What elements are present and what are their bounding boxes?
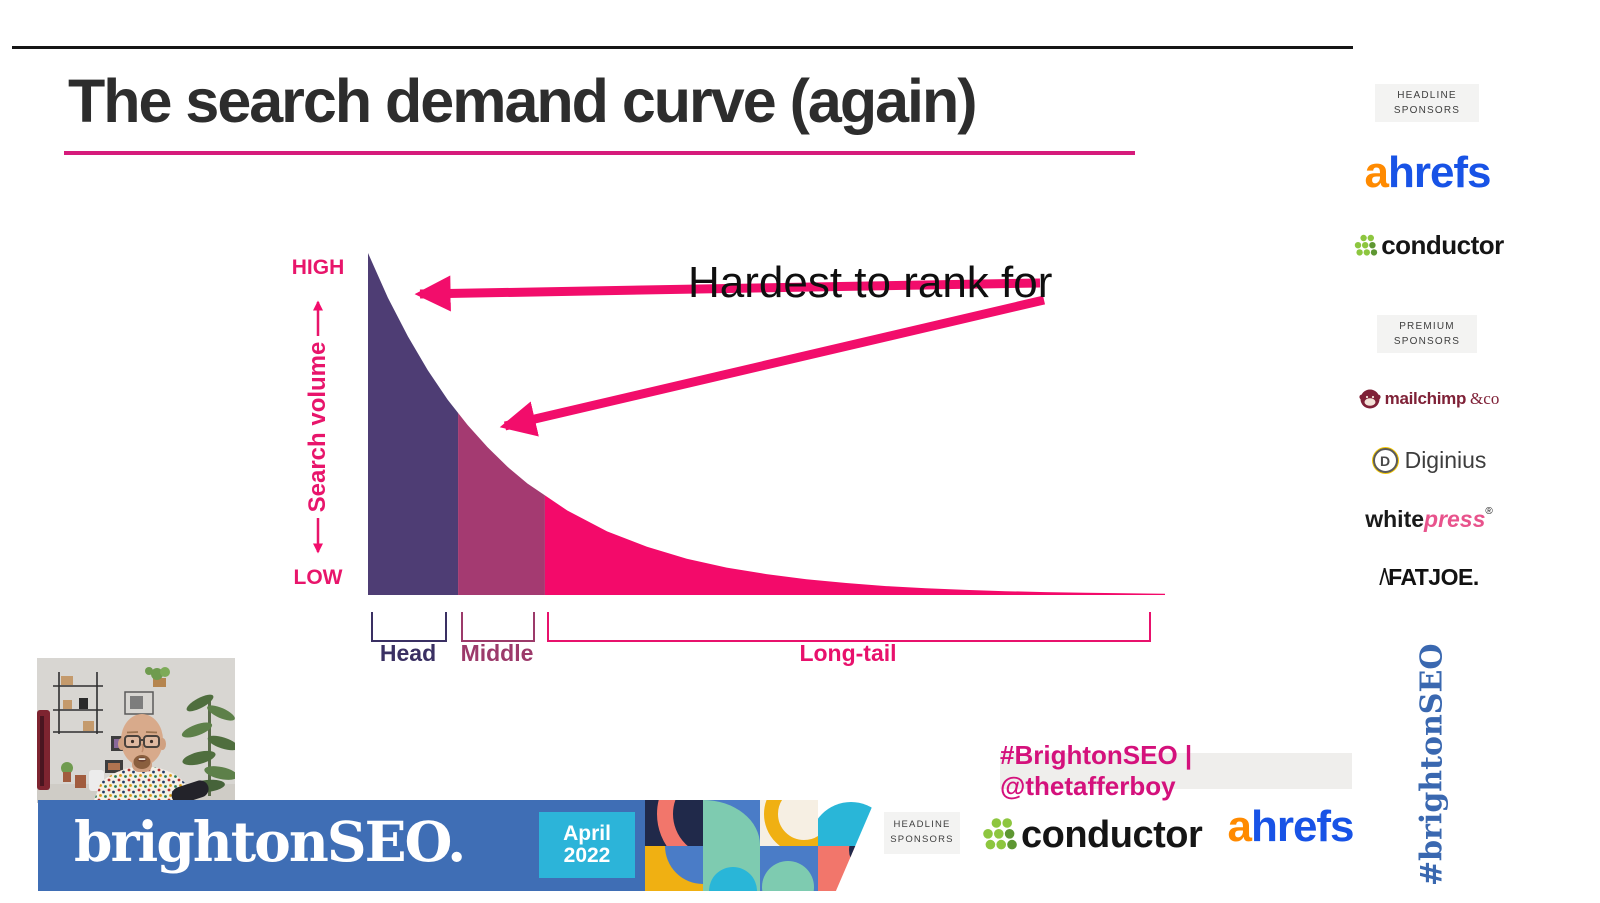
top-rule	[12, 46, 1353, 49]
fatjoe-logo: /\FATJOE.	[1350, 564, 1508, 591]
microphone	[171, 780, 209, 803]
segment-label-middle: Middle	[460, 640, 534, 666]
head-bracket	[371, 612, 447, 642]
whitepress-logo: whitepress®	[1350, 506, 1508, 533]
title-underline	[64, 151, 1135, 155]
pattern-tile	[817, 800, 875, 846]
slide-title: The search demand curve (again)	[68, 67, 978, 135]
conductor-dots-icon	[1354, 234, 1378, 256]
headline-sponsors-label: HEADLINE SPONSORS	[884, 812, 960, 854]
presenter	[93, 714, 191, 803]
ahrefs-wordmark-a: a	[1227, 802, 1252, 851]
ahrefs-wordmark-rest: hrefs	[1250, 802, 1355, 851]
pattern-tile	[760, 800, 818, 846]
segment-label-longtail: Long-tail	[799, 640, 897, 666]
mailchimp-wordmark: mailchimp	[1384, 389, 1467, 408]
y-axis-title: Search volume	[304, 341, 331, 513]
pattern-tile	[645, 845, 703, 891]
mailchimp-logo: mailchimp &co	[1350, 388, 1508, 410]
pattern-tile	[760, 845, 818, 891]
headline-sponsors-label: HEADLINE SPONSORS	[1375, 84, 1479, 122]
banner-geometric-pattern	[645, 800, 875, 891]
pattern-tile	[645, 800, 703, 846]
diginius-icon: D	[1371, 447, 1399, 474]
brightonseo-logo: brightonSEO.	[74, 809, 466, 874]
wall-shelf	[53, 672, 103, 734]
mailchimp-monkey-icon	[1359, 389, 1381, 409]
event-date-month: April	[563, 821, 611, 845]
conductor-wordmark: conductor	[1381, 230, 1504, 260]
conductor-logo: conductor	[1350, 230, 1508, 261]
ahrefs-wordmark-rest: hrefs	[1387, 148, 1492, 197]
event-date-badge: April 2022	[539, 812, 635, 878]
pattern-tile	[702, 800, 760, 846]
brightonseo-banner: brightonSEO. April 2022	[38, 800, 645, 891]
fatjoe-wordmark: FATJOE.	[1388, 564, 1479, 590]
segment-label-head: Head	[379, 640, 437, 666]
conductor-dots-icon	[983, 818, 1017, 850]
webcam-scene	[37, 658, 235, 803]
event-date-year: 2022	[563, 844, 611, 867]
registered-mark: ®	[1485, 506, 1493, 517]
ahrefs-wordmark-a: a	[1364, 148, 1389, 197]
pattern-tile	[702, 845, 760, 891]
conductor-wordmark: conductor	[1021, 813, 1203, 856]
annotation-text: Hardest to rank for	[688, 258, 1053, 307]
ahrefs-logo: ahrefs	[1218, 802, 1363, 852]
hashtag-badge: #BrightonSEO | @thetafferboy	[1000, 740, 1352, 801]
whitepress-wordmark-white: white	[1365, 506, 1425, 532]
pattern-tile	[817, 845, 875, 891]
diginius-letter: D	[1372, 448, 1398, 473]
premium-sponsors-label: PREMIUM SPONSORS	[1377, 315, 1477, 353]
hanging-plant	[145, 667, 170, 687]
longtail-bracket	[547, 612, 1151, 642]
conductor-logo: conductor	[982, 810, 1203, 860]
vertical-hashtag: #brightonSEO	[1414, 643, 1450, 887]
webcam-video	[37, 658, 235, 803]
whitepress-wordmark-press: press	[1424, 506, 1486, 532]
fatjoe-mark-icon: /\	[1379, 564, 1390, 590]
ahrefs-logo: ahrefs	[1355, 148, 1500, 198]
axis-label-high: HIGH	[291, 256, 345, 279]
axis-label-low: LOW	[293, 566, 343, 589]
annotation-arrow-middle-icon	[499, 295, 1046, 437]
middle-bracket	[461, 612, 535, 642]
mailchimp-suffix: &co	[1470, 389, 1500, 408]
diginius-logo: D Diginius	[1350, 447, 1508, 474]
diginius-wordmark: Diginius	[1404, 447, 1487, 473]
